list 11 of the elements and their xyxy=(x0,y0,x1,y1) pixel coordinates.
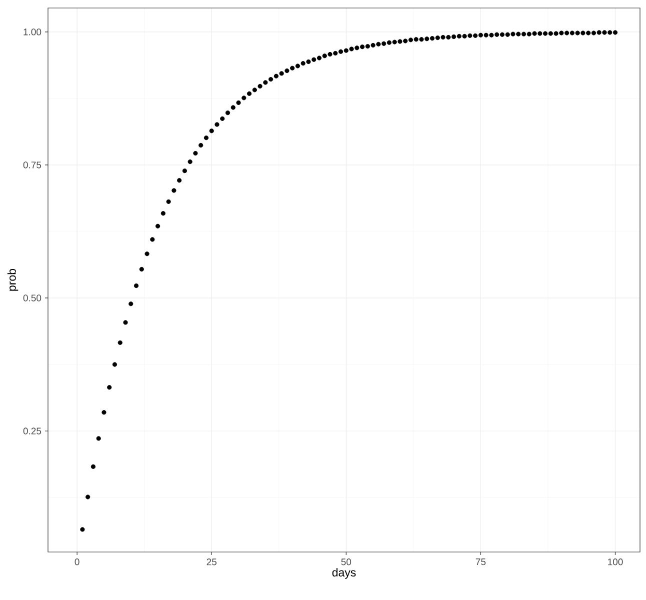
x-tick-label: 0 xyxy=(74,558,80,566)
y-tick-label: 1.00 xyxy=(24,28,42,36)
y-tick-label: 0.50 xyxy=(23,294,42,302)
y-axis-title: prob xyxy=(7,268,18,291)
y-tick-label: 0.75 xyxy=(23,162,42,168)
x-tick-label: 25 xyxy=(206,558,216,566)
x-axis-title: days xyxy=(332,568,356,579)
y-tick-label: 0.25 xyxy=(23,428,42,434)
x-tick-label: 75 xyxy=(476,558,486,566)
x-tick-label: 100 xyxy=(608,558,623,566)
x-tick-label: 50 xyxy=(341,558,352,566)
